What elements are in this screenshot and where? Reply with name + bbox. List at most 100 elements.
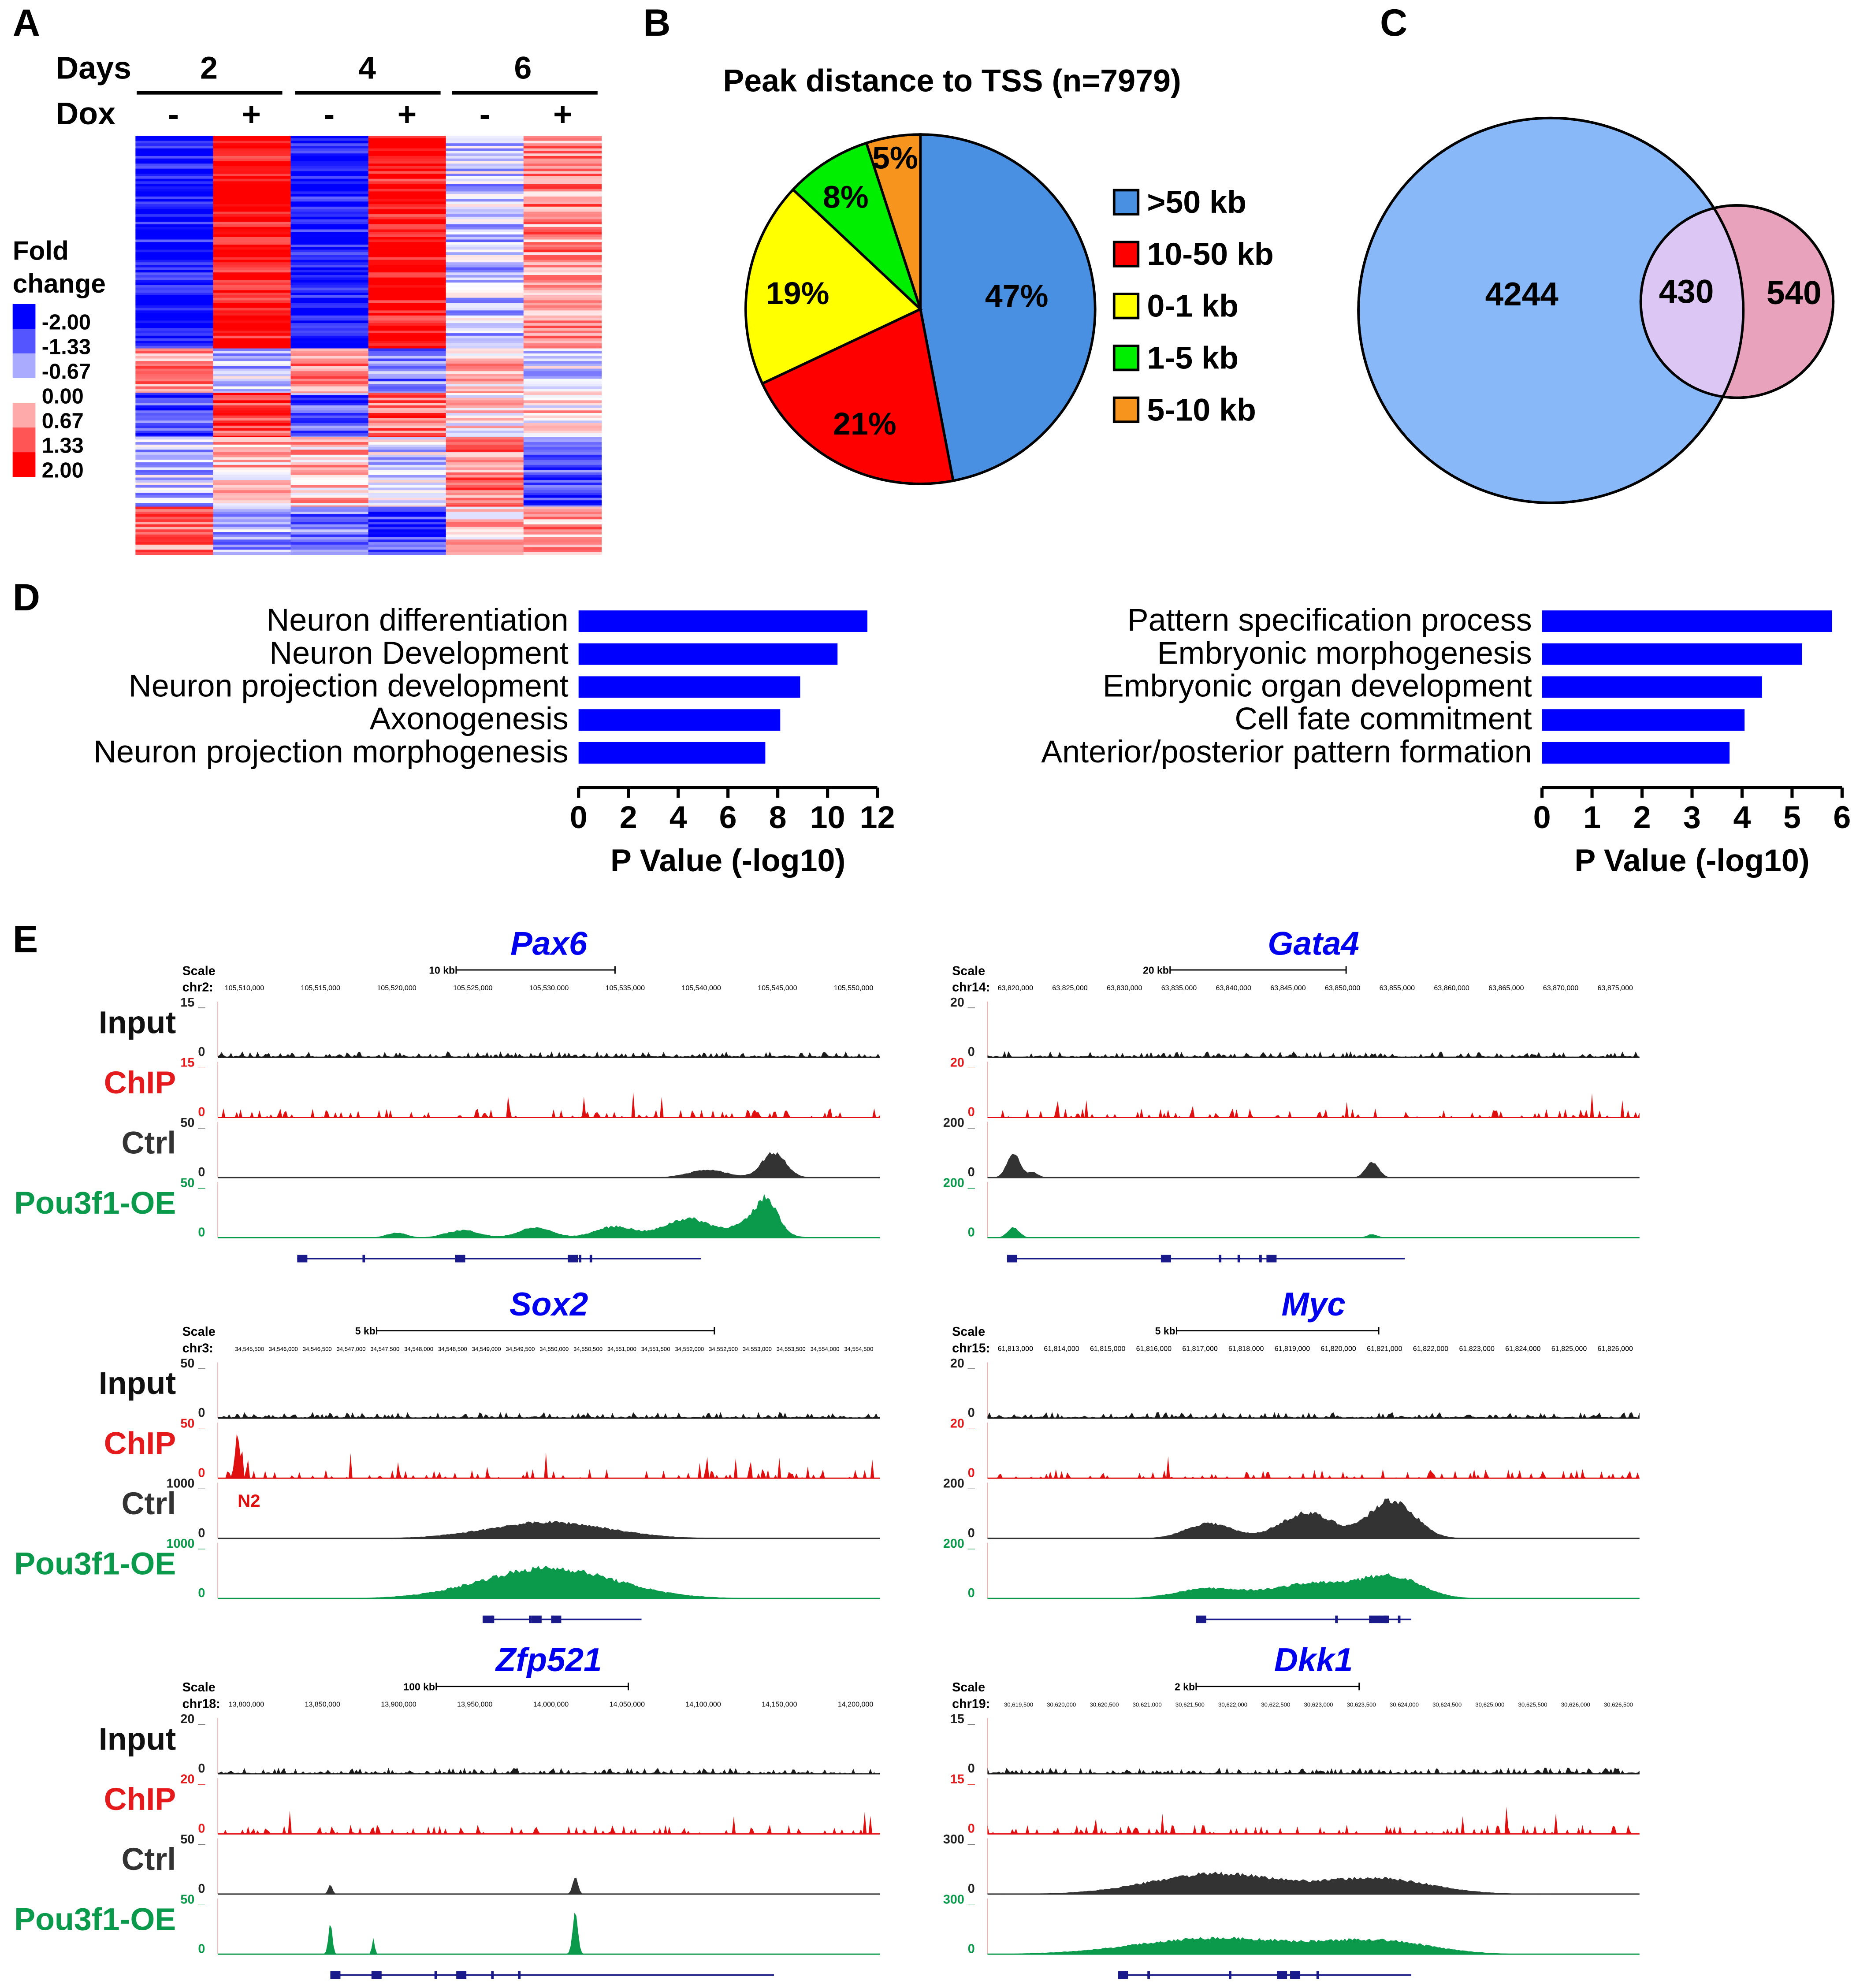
scale-bar	[435, 1683, 629, 1691]
heatmap-cell	[446, 383, 524, 387]
heatmap-cell	[368, 400, 447, 403]
legend-swatch	[12, 452, 36, 477]
heatmap-cell	[213, 249, 291, 253]
heatmap-cell	[446, 393, 524, 396]
heatmap-cell	[523, 495, 602, 498]
heatmap-cell	[446, 257, 524, 260]
heatmap-cell	[446, 502, 524, 506]
locus-zfp521: Zfp521 Scale chr18: 100 kb 13,800,000 13,850,…	[14, 1641, 880, 1979]
track-zero-label: 0	[198, 1045, 205, 1059]
heatmap-cell	[213, 547, 291, 550]
heatmap-cell	[213, 428, 291, 431]
heatmap-cell	[523, 512, 602, 515]
track-max-label: 20 _	[180, 1712, 205, 1726]
scale-bar-label: 20 kb	[1143, 965, 1169, 976]
heatmap-cell	[135, 495, 214, 498]
track-zero-label: 0	[198, 1226, 205, 1240]
heatmap-cell	[368, 343, 447, 346]
heatmap-cell	[213, 487, 291, 490]
heatmap-cell	[135, 315, 214, 319]
heatmap-panel: Days Dox 2 4 6 - + - + - + Fold change -2.00-…	[12, 51, 602, 555]
heatmap-cell	[368, 498, 447, 501]
scale-bar-label: 5 kb	[1155, 1325, 1175, 1337]
gene-model-exon	[1259, 1255, 1262, 1263]
track-max-label: 200 _	[943, 1477, 975, 1491]
heatmap-cell	[446, 506, 524, 509]
heatmap-cell	[290, 398, 369, 401]
heatmap-cell	[446, 379, 524, 382]
heatmap-cell	[523, 348, 602, 351]
pie-slice-label: 21%	[833, 406, 896, 442]
heatmap-cell	[290, 506, 369, 509]
heatmap-cell	[446, 178, 524, 182]
heatmap-cell	[135, 237, 214, 240]
heatmap-cell	[135, 353, 214, 357]
heatmap-cell	[523, 550, 602, 553]
gene-model-exon	[456, 1971, 467, 1979]
heatmap-cell	[290, 408, 369, 411]
heatmap-cell	[290, 534, 369, 538]
heatmap-cell	[368, 460, 447, 463]
heatmap-cell	[523, 254, 602, 258]
x-tick-label: 6	[1833, 800, 1851, 835]
heatmap-cell	[368, 161, 447, 164]
heatmap-cell	[213, 245, 291, 248]
heatmap-cell	[290, 517, 369, 520]
signal-track-chip	[987, 1456, 1640, 1479]
heatmap-cell	[135, 356, 214, 359]
gene-model-exon	[1147, 1971, 1150, 1979]
heatmap-cell	[135, 371, 214, 374]
heatmap-cell	[446, 485, 524, 488]
coordinate-tick-label: 61,821,000	[1367, 1345, 1402, 1353]
heatmap-cell	[446, 376, 524, 379]
coordinate-tick-label: 30,625,000	[1475, 1702, 1504, 1708]
heatmap-cell	[446, 437, 524, 440]
heatmap-cell	[523, 191, 602, 194]
coordinate-tick-label: 63,860,000	[1434, 984, 1469, 992]
heatmap-cell	[213, 472, 291, 476]
heatmap-cell	[135, 522, 214, 525]
heatmap-cell	[368, 257, 447, 260]
heatmap-cell	[213, 447, 291, 450]
heatmap-cell	[135, 267, 214, 271]
legend-swatch	[1112, 344, 1140, 372]
heatmap-cell	[290, 222, 369, 225]
heatmap-cell	[523, 267, 602, 271]
heatmap-cell	[135, 420, 214, 424]
heatmap-cell	[135, 300, 214, 303]
heatmap-cell	[135, 239, 214, 242]
legend-swatch	[1112, 189, 1140, 216]
heatmap-cell	[290, 512, 369, 515]
heatmap-cell	[523, 318, 602, 321]
track-zero-label: 0	[198, 1821, 205, 1836]
heatmap-cell	[213, 462, 291, 465]
heatmap-cell	[290, 381, 369, 384]
heatmap-cell	[135, 320, 214, 323]
gene-title: Zfp521	[495, 1641, 602, 1678]
heatmap-cell	[290, 405, 369, 409]
heatmap-cell	[446, 168, 524, 171]
heatmap-cell	[368, 232, 447, 235]
heatmap-cell	[213, 310, 291, 313]
track-zero-label: 0	[968, 1821, 975, 1836]
heatmap-cell	[368, 216, 447, 220]
heatmap-cell	[523, 361, 602, 364]
heatmap-cell	[523, 161, 602, 164]
heatmap-cell	[135, 395, 214, 398]
heatmap-cell	[368, 310, 447, 313]
heatmap-cell	[446, 341, 524, 344]
heatmap-cell	[368, 285, 447, 288]
heatmap-cell	[446, 487, 524, 490]
heatmap-cell	[446, 408, 524, 411]
heatmap-cell	[290, 472, 369, 476]
heatmap-cell	[135, 393, 214, 396]
heatmap-cell	[213, 237, 291, 240]
heatmap-cell	[213, 361, 291, 364]
heatmap-cell	[290, 303, 369, 306]
heatmap-cell	[368, 418, 447, 421]
track-zero-label: 0	[198, 1466, 205, 1480]
coordinate-tick-label: 63,875,000	[1598, 984, 1633, 992]
heatmap-cell	[523, 216, 602, 220]
heatmap-cell	[446, 460, 524, 463]
heatmap-cell	[290, 368, 369, 372]
